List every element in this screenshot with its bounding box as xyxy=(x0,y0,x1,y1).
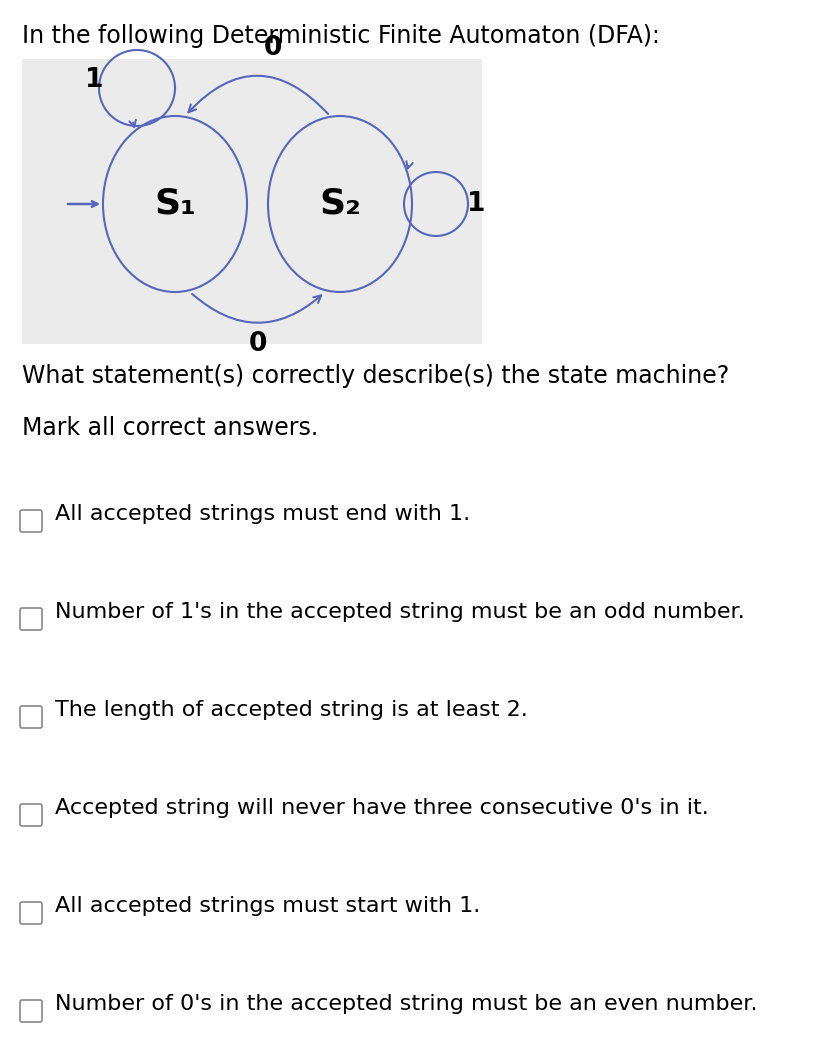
Text: Number of 1's in the accepted string must be an odd number.: Number of 1's in the accepted string mus… xyxy=(55,602,745,622)
Text: S₁: S₁ xyxy=(154,187,196,221)
Text: The length of accepted string is at least 2.: The length of accepted string is at leas… xyxy=(55,700,528,720)
FancyBboxPatch shape xyxy=(20,706,42,728)
FancyArrowPatch shape xyxy=(188,76,328,114)
FancyBboxPatch shape xyxy=(22,59,482,344)
FancyArrowPatch shape xyxy=(192,294,321,322)
Text: In the following Deterministic Finite Automaton (DFA):: In the following Deterministic Finite Au… xyxy=(22,24,660,48)
Text: Accepted string will never have three consecutive 0's in it.: Accepted string will never have three co… xyxy=(55,798,709,818)
FancyBboxPatch shape xyxy=(20,510,42,532)
Text: 0: 0 xyxy=(249,331,266,358)
Text: S₂: S₂ xyxy=(319,187,361,221)
Text: All accepted strings must start with 1.: All accepted strings must start with 1. xyxy=(55,896,480,916)
Text: Number of 0's in the accepted string must be an even number.: Number of 0's in the accepted string mus… xyxy=(55,994,758,1014)
FancyBboxPatch shape xyxy=(20,902,42,924)
Text: What statement(s) correctly describe(s) the state machine?: What statement(s) correctly describe(s) … xyxy=(22,364,729,388)
Text: 1: 1 xyxy=(85,67,103,94)
Text: 1: 1 xyxy=(467,192,486,217)
FancyBboxPatch shape xyxy=(20,1000,42,1023)
Text: All accepted strings must end with 1.: All accepted strings must end with 1. xyxy=(55,504,470,523)
Text: 0: 0 xyxy=(263,35,281,61)
FancyBboxPatch shape xyxy=(20,608,42,630)
Text: Mark all correct answers.: Mark all correct answers. xyxy=(22,416,318,440)
FancyBboxPatch shape xyxy=(20,804,42,826)
